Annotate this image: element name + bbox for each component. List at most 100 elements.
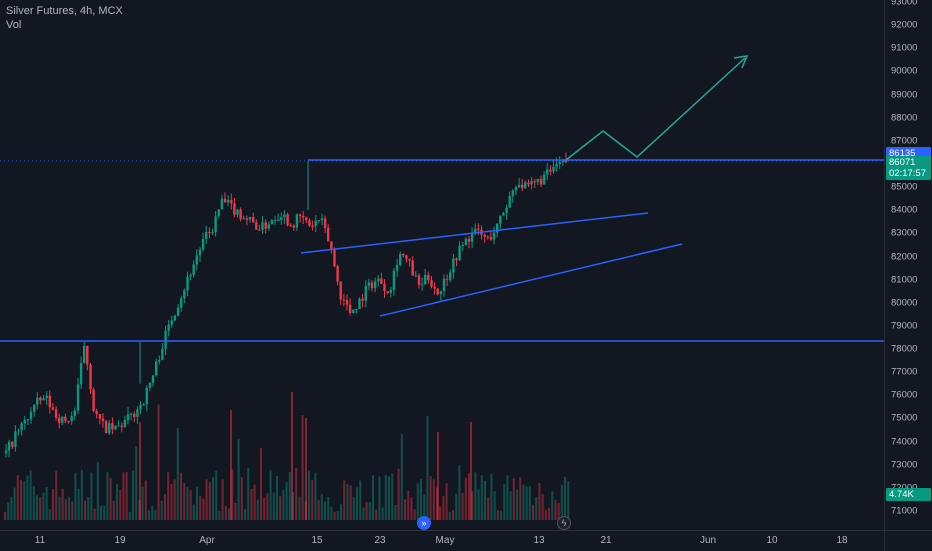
candle-body <box>129 413 133 415</box>
volume-bar <box>474 472 477 520</box>
volume-bar <box>234 502 237 520</box>
candle-body <box>7 441 11 451</box>
volume-bar <box>100 505 102 520</box>
volume-bar <box>250 489 253 520</box>
candle-body <box>214 216 217 232</box>
volume-bar <box>359 480 362 520</box>
candle-body <box>361 298 364 301</box>
candle-body <box>17 430 20 432</box>
candle-body <box>108 423 111 434</box>
volume-bar <box>58 496 61 520</box>
candle-body <box>467 238 471 242</box>
volume-bar <box>237 438 240 520</box>
price-tick: 91000 <box>891 42 918 54</box>
candle-body <box>252 217 255 223</box>
candle-body <box>89 364 92 390</box>
candle-body <box>370 282 374 289</box>
candle-body <box>414 275 417 277</box>
volume-bar <box>413 509 416 520</box>
candle-body <box>536 178 539 182</box>
price-tick: 87000 <box>891 135 918 147</box>
candle-body <box>239 209 242 219</box>
volume-bar <box>500 510 502 520</box>
time-tick: 21 <box>600 535 612 546</box>
candle-body <box>39 397 42 401</box>
candle-body <box>230 200 233 204</box>
volume-bar <box>410 497 413 520</box>
candle-body <box>511 190 514 196</box>
volume-bar <box>119 490 122 520</box>
candle-body <box>255 222 258 230</box>
price-axis[interactable]: 9300092000910009000089000880008700086000… <box>884 0 932 530</box>
volume-bar <box>541 494 544 520</box>
volume-bar <box>493 491 496 520</box>
volume-tag: 4.74K <box>886 488 931 501</box>
volume-bar <box>509 491 512 520</box>
candle-body <box>470 233 474 242</box>
volume-bar <box>157 404 160 520</box>
volume-bar <box>55 471 58 520</box>
volume-bar <box>522 484 525 520</box>
candle-body <box>555 164 558 167</box>
candle-body <box>405 255 408 259</box>
volume-bar <box>295 468 298 520</box>
volume-bar <box>42 492 45 520</box>
candle-body <box>73 410 76 416</box>
price-tick: 92000 <box>891 19 918 31</box>
volume-bar <box>362 507 365 520</box>
price-tick: 79000 <box>891 320 918 332</box>
lightning-icon[interactable]: ϟ <box>557 516 571 530</box>
volume-bar <box>560 484 563 520</box>
volume-bar <box>372 475 374 520</box>
price-tick: 84000 <box>891 204 918 216</box>
volume-bar <box>64 499 67 520</box>
candle-body <box>186 276 189 291</box>
candle-body <box>311 226 314 227</box>
candle-body <box>61 416 64 423</box>
candle-body <box>198 249 202 256</box>
volume-bar <box>164 494 166 520</box>
volume-bar <box>564 476 566 520</box>
candle-body <box>558 162 561 164</box>
candle-body <box>70 415 73 422</box>
time-axis[interactable]: 11 19 Apr 15 23 May 13 21 Jun 10 18 <box>0 530 884 551</box>
volume-bar <box>228 508 230 520</box>
candle-body <box>104 421 108 434</box>
candle-body <box>98 414 102 419</box>
volume-bar <box>247 468 250 520</box>
volume-bar <box>471 491 474 520</box>
candle-body <box>273 220 277 221</box>
candle-body <box>170 320 173 325</box>
volume-bar <box>39 497 42 520</box>
candle-body <box>248 217 252 220</box>
candle-body <box>270 220 274 225</box>
volume-bar <box>269 470 272 520</box>
time-tick: 18 <box>836 535 848 546</box>
candle-body <box>305 217 308 221</box>
volume-bar <box>314 472 317 520</box>
volume-bar <box>196 486 198 520</box>
candle-body <box>445 278 449 280</box>
price-tick: 80000 <box>891 297 918 309</box>
candle-body <box>45 395 48 399</box>
candle-body <box>211 231 214 233</box>
volume-bar <box>32 486 35 520</box>
candle-body <box>236 209 239 215</box>
candle-body <box>539 178 543 185</box>
volume-bar <box>45 486 48 520</box>
candle-body <box>295 214 299 228</box>
volume-bar <box>10 497 13 520</box>
price-pane[interactable] <box>0 0 884 530</box>
volume-bar <box>291 392 293 520</box>
go-to-realtime-icon[interactable]: » <box>417 516 431 530</box>
candle-body <box>42 398 45 401</box>
volume-bar <box>388 476 390 520</box>
volume-bar <box>144 480 147 520</box>
volume-label[interactable]: Vol <box>6 19 22 31</box>
volume-bar <box>106 471 109 520</box>
volume-bar <box>116 484 118 520</box>
symbol-title[interactable]: Silver Futures, 4h, MCX <box>6 5 123 17</box>
candle-body <box>51 407 55 410</box>
price-tick: 77000 <box>891 366 918 378</box>
